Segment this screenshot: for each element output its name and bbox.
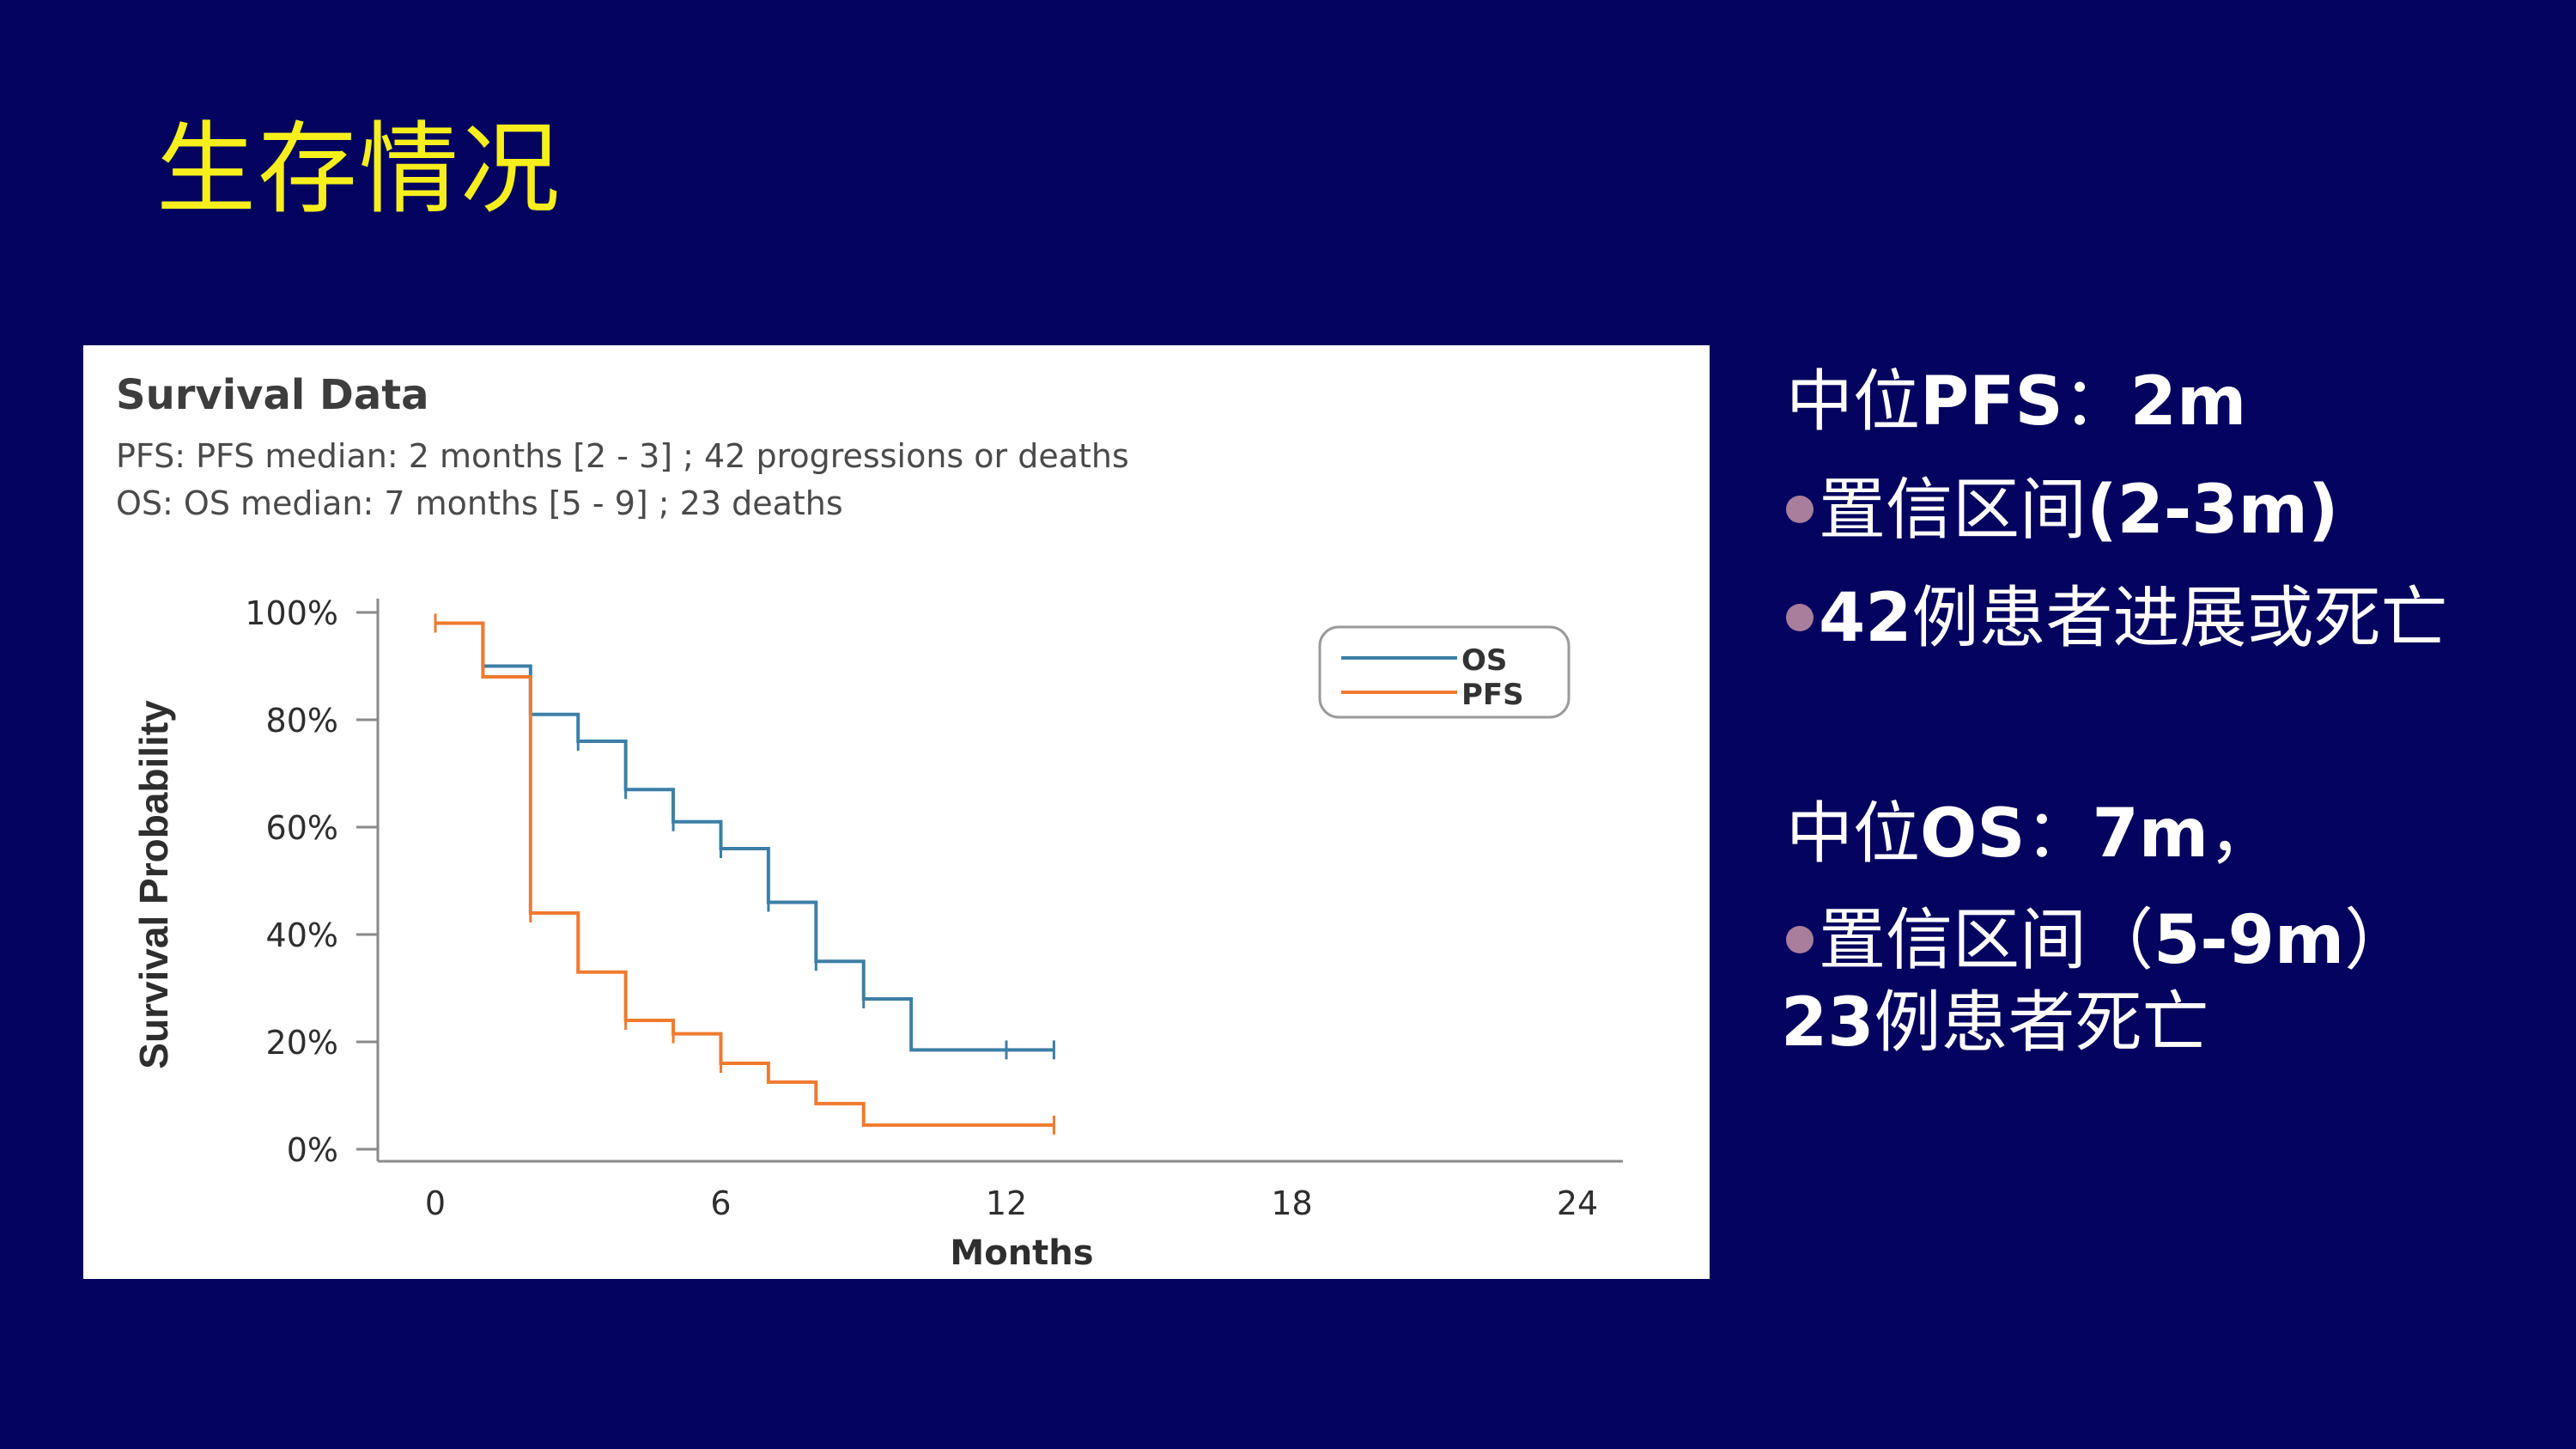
pfs-median-prefix: 中位 xyxy=(1786,363,1921,441)
x-tick-label: 6 xyxy=(710,1184,731,1222)
pfs-events-text: 例患者进展或死亡 xyxy=(1911,580,2448,657)
y-tick-label: 60% xyxy=(266,809,338,847)
figure-heading: Survival Data xyxy=(116,371,429,419)
y-tick-label: 20% xyxy=(266,1024,338,1062)
os-median-label: OS xyxy=(1920,795,2026,873)
km-chart: 0% 20% 40% 60% 80% 100% 0 6 12 18 24 Survival Pro… xyxy=(131,594,1623,1273)
bullet-icon xyxy=(1786,495,1814,523)
legend: OS PFS xyxy=(1318,625,1571,719)
pfs-median-line: 中位PFS：2m xyxy=(1786,361,2246,443)
y-axis-label: Survival Probability xyxy=(131,700,176,1069)
os-median-line: 中位OS：7m， xyxy=(1786,793,2275,875)
os-ci-line: 置信区间（5-9m） xyxy=(1786,899,2411,982)
os-events-count: 23 xyxy=(1781,984,1874,1062)
y-tick-label: 0% xyxy=(287,1131,338,1169)
slide-title: 生存情况 xyxy=(156,112,562,228)
legend-pfs-label: PFS xyxy=(1461,678,1524,712)
legend-box xyxy=(1318,625,1571,719)
os-step-line xyxy=(435,621,1054,1052)
pfs-ci-line: 置信区间(2-3m) xyxy=(1786,469,2339,551)
y-tick-label: 80% xyxy=(266,702,338,740)
os-events-line: 23例患者死亡 xyxy=(1781,982,2209,1064)
os-median-prefix: 中位 xyxy=(1786,795,1921,873)
pfs-ci-value: (2-3m) xyxy=(2087,472,2339,549)
pfs-events-count: 42 xyxy=(1819,580,1912,657)
os-ci-value: 5-9m xyxy=(2154,902,2345,979)
x-tick-label: 0 xyxy=(425,1184,446,1222)
os-ci-prefix: 置信区间（ xyxy=(1819,902,2154,979)
pfs-median-value: 2m xyxy=(2129,363,2247,441)
os-median-value: 7m xyxy=(2092,795,2209,873)
bullet-icon xyxy=(1786,603,1814,631)
os-events-text: 例患者死亡 xyxy=(1874,984,2209,1062)
pfs-ci-prefix: 置信区间 xyxy=(1819,472,2087,549)
y-tick-label: 100% xyxy=(245,594,338,632)
x-axis-label: Months xyxy=(950,1233,1093,1273)
x-ticks: 0 6 12 18 24 xyxy=(425,1184,1598,1222)
y-ticks: 0% 20% 40% 60% 80% 100% xyxy=(245,594,378,1169)
pfs-summary-line: PFS: PFS median: 2 months [2 - 3] ; 42 p… xyxy=(116,437,1129,475)
survival-figure: Survival Data PFS: PFS median: 2 months … xyxy=(83,345,1710,1279)
bullet-icon xyxy=(1786,925,1814,953)
y-tick-label: 40% xyxy=(266,916,338,954)
os-summary-line: OS: OS median: 7 months [5 - 9] ; 23 dea… xyxy=(116,484,843,522)
os-ci-suffix: ） xyxy=(2344,902,2412,979)
pfs-median-label: PFS xyxy=(1920,363,2063,441)
os-median-colon: ： xyxy=(2025,795,2093,873)
series-group xyxy=(434,613,1055,1135)
pfs-median-colon: ： xyxy=(2063,363,2130,441)
x-tick-label: 18 xyxy=(1271,1184,1312,1222)
pfs-events-line: 42例患者进展或死亡 xyxy=(1786,577,2448,660)
os-median-tail: ， xyxy=(2208,795,2276,873)
legend-os-label: OS xyxy=(1461,643,1507,678)
axes xyxy=(376,599,1623,1163)
x-tick-label: 24 xyxy=(1557,1184,1598,1222)
x-tick-label: 12 xyxy=(986,1184,1027,1222)
